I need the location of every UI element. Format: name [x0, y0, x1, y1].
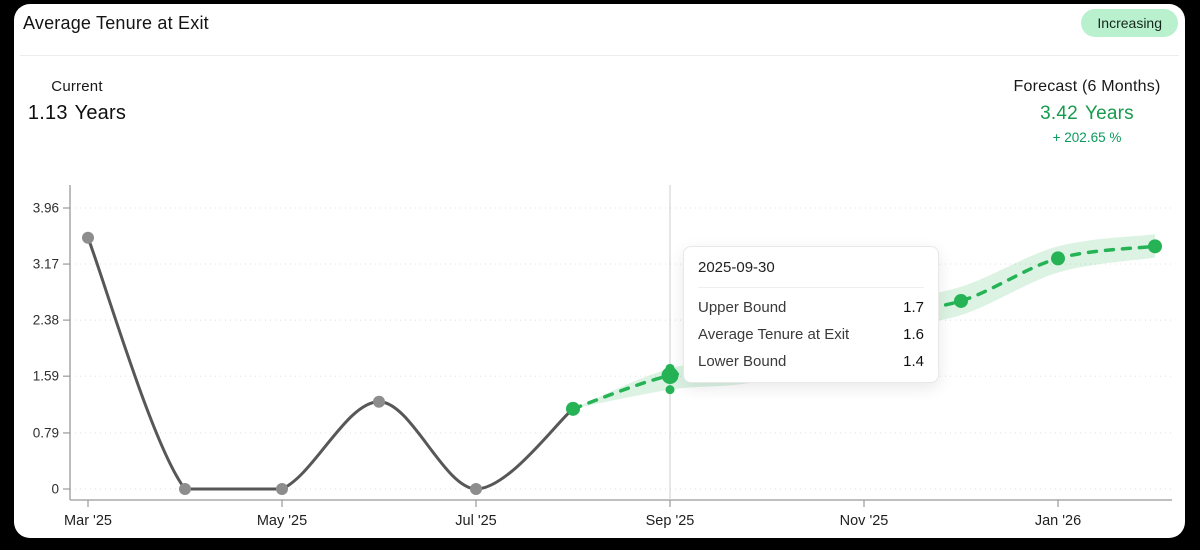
tenure-card: Average Tenure at Exit Increasing Curren… [14, 4, 1185, 538]
lower-bound-point [665, 385, 675, 395]
tooltip-lower-label: Lower Bound [698, 353, 787, 370]
current-label: Current [51, 78, 103, 95]
x-tick-label: Jul '25 [455, 513, 496, 529]
tooltip-row-average: Average Tenure at Exit 1.6 [698, 326, 924, 343]
current-value-unit: Years [74, 102, 127, 124]
current-value-number: 1.13 [27, 102, 68, 124]
tooltip-rows: Upper Bound 1.7 Average Tenure at Exit 1… [698, 299, 924, 370]
data-point-forecast[interactable] [954, 293, 968, 308]
y-tick-label: 0 [51, 482, 59, 497]
header-divider [20, 55, 1179, 56]
upper-bound-point [665, 363, 675, 373]
current-value: 1.13 Years [22, 102, 132, 125]
data-point-forecast[interactable] [1051, 251, 1065, 266]
trend-badge: Increasing [1081, 9, 1178, 37]
card-title: Average Tenure at Exit [23, 13, 209, 33]
data-point-actual[interactable] [276, 483, 288, 495]
x-tick-label: Jan '26 [1035, 513, 1081, 529]
y-tick-label: 2.38 [33, 313, 59, 328]
data-point-actual[interactable] [566, 401, 580, 416]
tenure-line-chart[interactable]: 0 0.79 1.59 2.38 3.17 3.96 Mar '25 May '25 Jul '… [14, 4, 1185, 538]
data-point-actual[interactable] [82, 231, 94, 244]
data-point-actual[interactable] [179, 483, 191, 495]
y-tick-label: 1.59 [33, 369, 59, 384]
forecast-value-number: 3.42 [1040, 103, 1078, 124]
tooltip-lower-value: 1.4 [903, 353, 924, 370]
forecast-value-unit: Years [1084, 103, 1134, 124]
y-tick-label: 3.17 [33, 257, 59, 272]
y-tick-label: 0.79 [33, 425, 59, 440]
tooltip-upper-value: 1.7 [903, 299, 924, 316]
y-tick-label: 3.96 [33, 201, 59, 216]
x-tick-label: Sep '25 [646, 513, 695, 529]
forecast-value: 3.42 Years [997, 103, 1177, 125]
forecast-stat: Forecast (6 Months) 3.42 Years + 202.65 % [997, 78, 1177, 145]
x-tick-label: Mar '25 [64, 513, 112, 529]
tooltip-row-lower: Lower Bound 1.4 [698, 353, 924, 370]
current-stat: Current 1.13 Years [22, 78, 132, 125]
actual-line [86, 237, 574, 491]
tooltip-upper-label: Upper Bound [698, 299, 787, 316]
x-tick-label: Nov '25 [840, 513, 889, 529]
tooltip-date: 2025-09-30 [698, 259, 924, 288]
tooltip-average-label: Average Tenure at Exit [698, 326, 850, 343]
data-point-actual[interactable] [470, 483, 482, 495]
tooltip-average-value: 1.6 [903, 326, 924, 343]
chart-tooltip: 2025-09-30 Upper Bound 1.7 Average Tenur… [683, 246, 939, 383]
data-point-actual[interactable] [373, 395, 385, 408]
x-tick-label: May '25 [257, 513, 307, 529]
forecast-label: Forecast (6 Months) [1013, 78, 1161, 95]
tooltip-row-upper: Upper Bound 1.7 [698, 299, 924, 316]
data-point-forecast[interactable] [1148, 239, 1162, 254]
forecast-change: + 202.65 % [1052, 130, 1122, 145]
hover-point[interactable] [661, 366, 679, 384]
